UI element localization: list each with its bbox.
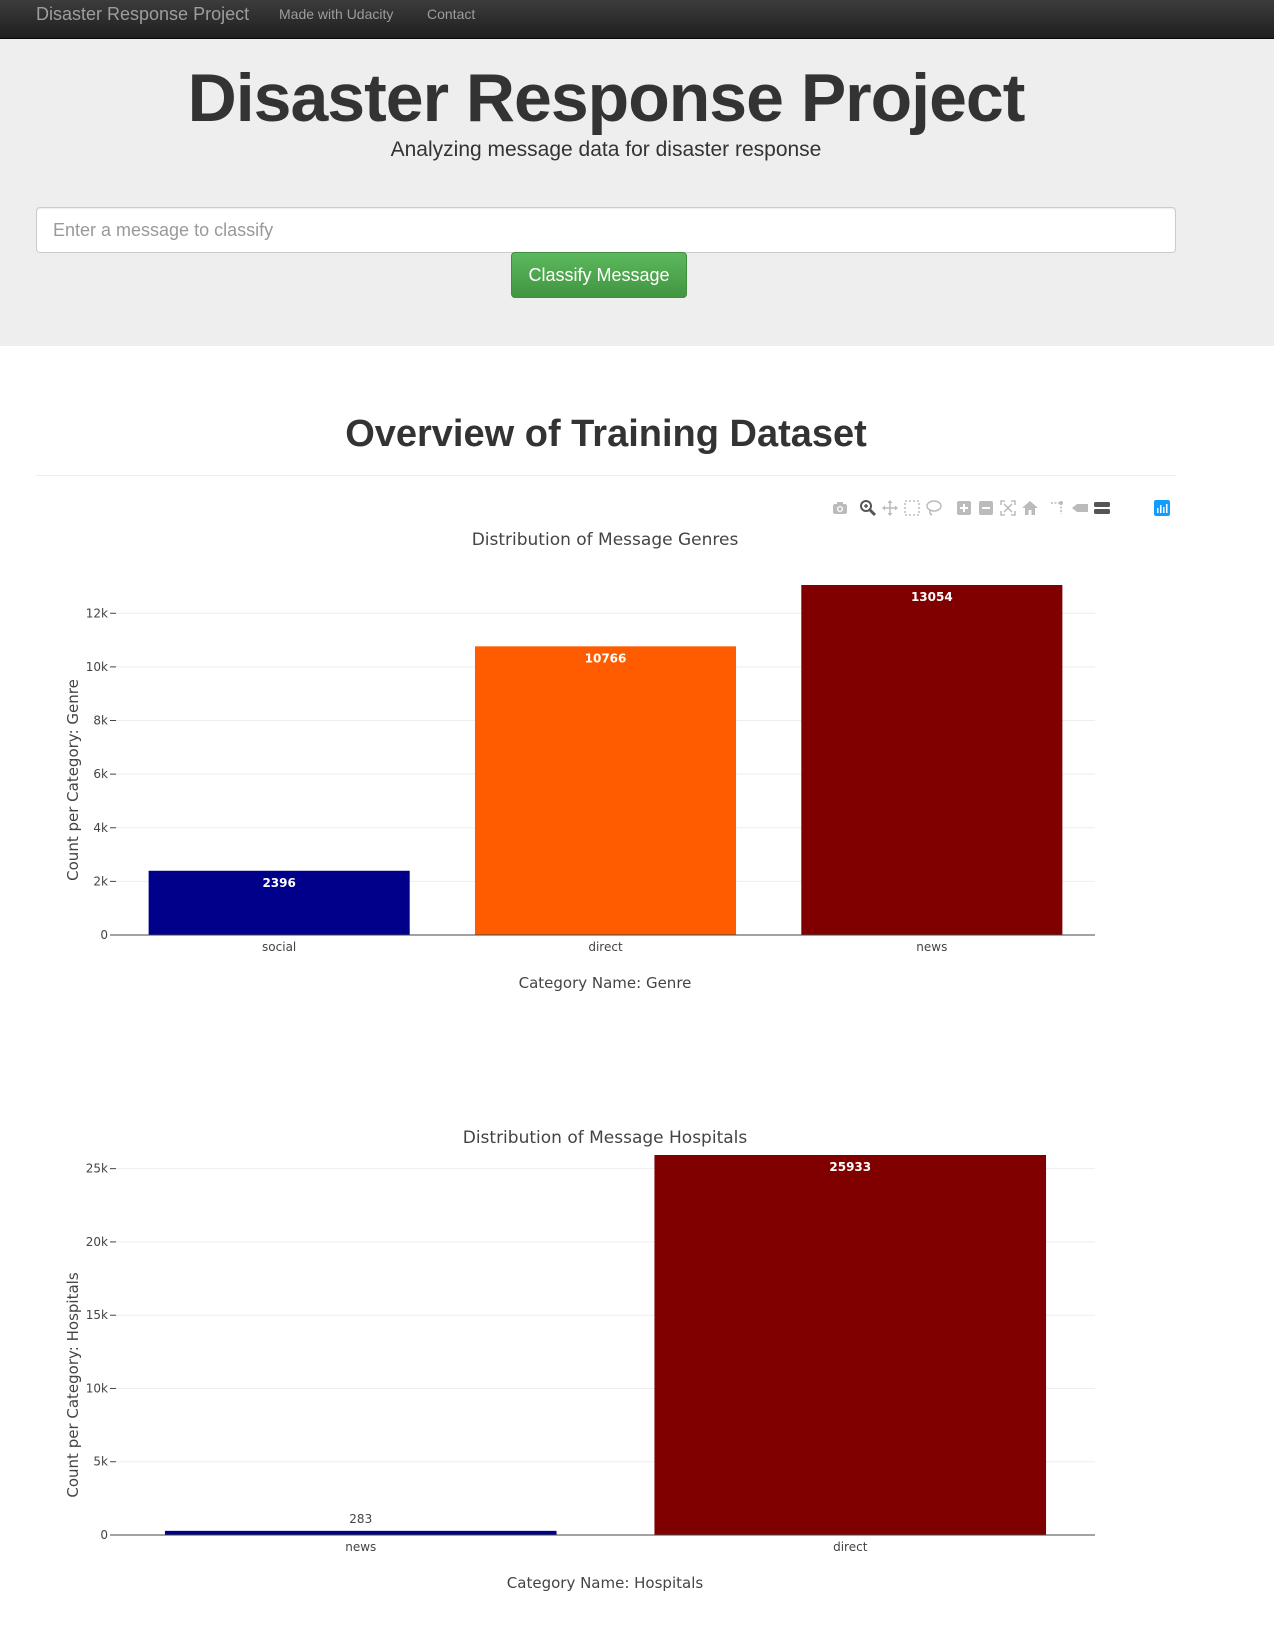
pan-icon[interactable] xyxy=(880,498,900,518)
y-tick-label: 6k xyxy=(93,767,108,781)
x-axis-title: Category Name: Genre xyxy=(519,974,692,992)
bar-direct[interactable] xyxy=(654,1155,1047,1535)
classify-message-button[interactable]: Classify Message xyxy=(511,252,687,298)
x-tick-label: news xyxy=(916,940,947,954)
y-tick-label: 20k xyxy=(86,1235,108,1249)
hospitals-chart: Distribution of Message Hospitals 0 5k 10k… xyxy=(64,1128,1095,1592)
y-tick-label: 10k xyxy=(86,660,108,674)
jumbotron: Disaster Response Project Analyzing mess… xyxy=(0,39,1274,346)
y-tick-label: 2k xyxy=(93,874,108,888)
bar-social[interactable] xyxy=(148,870,410,935)
autoscale-icon[interactable] xyxy=(998,498,1018,518)
lasso-select-icon[interactable] xyxy=(924,498,944,518)
y-tick-label: 15k xyxy=(86,1308,108,1322)
navbar-brand[interactable]: Disaster Response Project xyxy=(36,4,250,24)
page-title: Disaster Response Project xyxy=(187,60,1026,136)
section-title: Overview of Training Dataset xyxy=(345,413,867,455)
chart-title: Distribution of Message Genres xyxy=(472,530,739,550)
zoom-out-icon[interactable] xyxy=(976,498,996,518)
x-tick-label: direct xyxy=(833,1540,868,1554)
bar-direct[interactable] xyxy=(474,646,737,935)
y-tick-label: 10k xyxy=(86,1381,108,1395)
x-tick-label: social xyxy=(262,940,296,954)
divider xyxy=(36,475,1176,476)
bar-value-label: 25933 xyxy=(829,1160,871,1174)
y-axis-title: Count per Category: Hospitals xyxy=(64,1272,82,1497)
y-tick-label: 8k xyxy=(93,714,108,728)
bar-value-label: 10766 xyxy=(585,651,627,665)
bar-value-label: 13054 xyxy=(911,590,953,604)
y-tick-label: 0 xyxy=(100,928,108,942)
page-subtitle: Analyzing message data for disaster resp… xyxy=(390,138,822,161)
y-tick-label: 12k xyxy=(86,606,108,620)
nav-link-contact[interactable]: Contact xyxy=(427,6,476,22)
y-tick-label: 25k xyxy=(86,1162,108,1176)
zoom-icon[interactable] xyxy=(858,498,878,518)
message-input[interactable] xyxy=(36,207,1176,253)
box-select-icon[interactable] xyxy=(902,498,922,518)
y-tick-label: 5k xyxy=(93,1455,108,1469)
navbar: Disaster Response Project Made with Udac… xyxy=(0,0,1274,39)
nav-link-made-with-udacity[interactable]: Made with Udacity xyxy=(279,6,394,22)
chart-title: Distribution of Message Hospitals xyxy=(463,1128,748,1148)
reset-axes-icon[interactable] xyxy=(1020,498,1040,518)
spike-lines-icon[interactable] xyxy=(1048,498,1068,518)
plotly-logo-icon[interactable] xyxy=(1152,498,1172,518)
x-axis-title: Category Name: Hospitals xyxy=(507,1574,704,1592)
x-tick-label: news xyxy=(345,1540,376,1554)
camera-icon[interactable] xyxy=(830,498,850,518)
bar-news[interactable] xyxy=(801,585,1063,935)
zoom-in-icon[interactable] xyxy=(954,498,974,518)
y-axis-title: Count per Category: Genre xyxy=(64,679,82,881)
y-tick-label: 4k xyxy=(93,821,108,835)
hover-closest-icon[interactable] xyxy=(1070,498,1090,518)
bar-value-label: 283 xyxy=(349,1512,372,1526)
chart-modebar xyxy=(830,498,1175,520)
genre-chart: Distribution of Message Genres 0 2k 4k 6k 8k… xyxy=(64,530,1095,992)
bar-news[interactable] xyxy=(164,1530,557,1535)
bar-value-label: 2396 xyxy=(262,876,295,890)
x-tick-label: direct xyxy=(588,940,623,954)
y-tick-label: 0 xyxy=(100,1528,108,1542)
hover-compare-icon[interactable] xyxy=(1092,498,1112,518)
